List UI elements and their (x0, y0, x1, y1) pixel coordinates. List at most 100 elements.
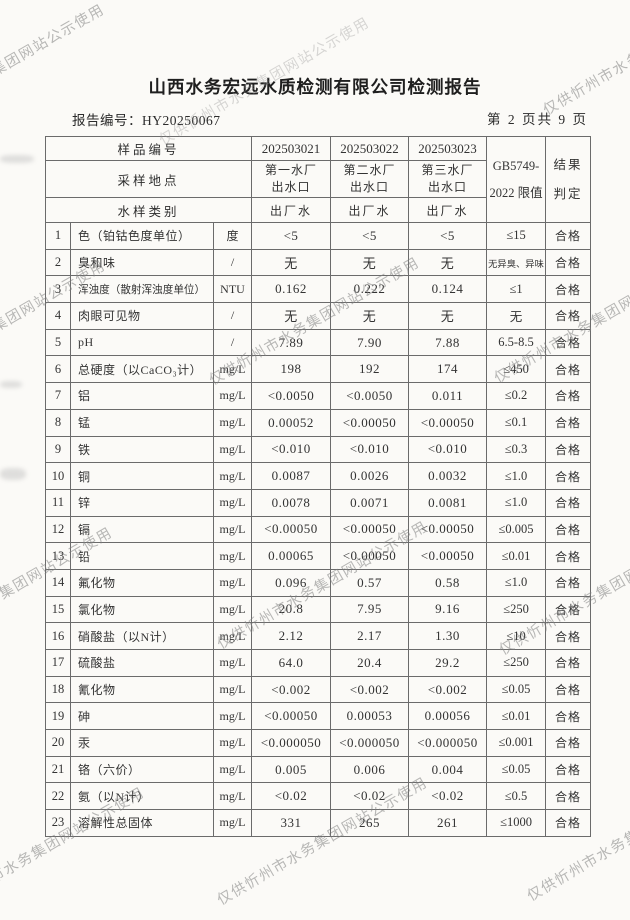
table-row: 2 臭和味 / 无 无 无 无异臭、异味 合格 (45, 248, 592, 277)
parameter-name: 锰 (70, 408, 214, 437)
limit-cell: ≤0.1 (486, 408, 547, 437)
sample1-value: <0.0050 (251, 382, 332, 410)
sample1-value: 20.8 (251, 595, 332, 624)
row-index: 2 (45, 248, 71, 277)
result-cell: 合格 (545, 675, 592, 704)
limit-cell: ≤1000 (486, 809, 547, 837)
sample3-value: 0.0081 (408, 488, 488, 517)
parameter-name: 砷 (70, 702, 214, 731)
table-row: 8 锰 mg/L 0.00052 <0.00050 <0.00050 ≤0.1 … (45, 408, 592, 437)
sample3-value: <0.010 (408, 435, 488, 464)
sample1-value: 无 (251, 302, 332, 330)
sample1-value: <0.00050 (251, 702, 332, 731)
sample1-value: <0.010 (251, 435, 332, 464)
unit-cell: mg/L (212, 542, 253, 570)
parameter-name: 硝酸盐（以N计） (70, 622, 214, 650)
unit-cell: mg/L (212, 782, 253, 811)
water-type-label: 水样类别 (44, 197, 253, 223)
location-2: 第二水厂 出水口 (330, 160, 410, 198)
unit-cell: mg/L (212, 622, 253, 650)
row-index: 15 (45, 595, 71, 624)
parameter-name: 铬（六价） (70, 755, 214, 784)
unit-cell: mg/L (212, 755, 253, 784)
row-index: 13 (45, 542, 71, 570)
limit-cell: ≤1.0 (486, 488, 547, 517)
sample2-value: 0.0026 (330, 462, 410, 490)
table-row: 10 铜 mg/L 0.0087 0.0026 0.0032 ≤1.0 合格 (45, 462, 592, 490)
limit-cell: ≤0.001 (486, 729, 547, 757)
row-index: 5 (45, 328, 71, 357)
limit-cell: ≤0.01 (486, 702, 547, 731)
table-row: 23 溶解性总固体 mg/L 331 265 261 ≤1000 合格 (45, 809, 592, 837)
table-row: 3 浑浊度（散射浑浊度单位） NTU 0.162 0.222 0.124 ≤1 … (45, 275, 592, 304)
sample-id-3: 202503023 (408, 136, 488, 161)
sample3-value: 无 (408, 248, 488, 277)
sample1-value: <5 (251, 222, 332, 250)
sample3-value: 无 (408, 302, 488, 330)
sample2-value: 0.0071 (330, 488, 410, 517)
table-row: 18 氰化物 mg/L <0.002 <0.002 <0.002 ≤0.05 合… (45, 675, 592, 704)
parameter-name: 浑浊度（散射浑浊度单位） (70, 275, 214, 304)
result-cell: 合格 (545, 702, 592, 731)
result-cell: 合格 (545, 488, 592, 517)
sample2-value: 2.17 (330, 622, 410, 650)
sample2-value: <0.002 (330, 675, 410, 704)
parameter-name: 铝 (70, 382, 214, 410)
report-number: 报告编号：HY20250067 (72, 113, 221, 128)
test-results-table: 样品编号 202503021 202503022 202503023 GB574… (44, 136, 592, 837)
sample2-value: <0.010 (330, 435, 410, 464)
sample1-value: 0.0087 (251, 462, 332, 490)
sample2-value: <0.00050 (330, 515, 410, 544)
sample2-value: 7.95 (330, 595, 410, 624)
parameter-name: pH (70, 328, 214, 357)
result-cell: 合格 (545, 408, 592, 437)
sample1-value: 64.0 (251, 649, 332, 677)
limit-cell: ≤10 (486, 622, 547, 650)
parameter-name: 铅 (70, 542, 214, 570)
sample3-value: 261 (408, 809, 488, 837)
result-cell: 合格 (545, 248, 592, 277)
table-row: 7 铝 mg/L <0.0050 <0.0050 0.011 ≤0.2 合格 (45, 382, 592, 410)
row-index: 9 (45, 435, 71, 464)
table-row: 21 铬（六价） mg/L 0.005 0.006 0.004 ≤0.05 合格 (45, 755, 592, 784)
sample1-value: 无 (251, 248, 332, 277)
parameter-name: 色（铂钴色度单位） (70, 222, 214, 250)
table-row: 13 铅 mg/L 0.00065 <0.00050 <0.00050 ≤0.0… (45, 542, 592, 570)
unit-cell: mg/L (212, 809, 253, 837)
row-index: 7 (45, 382, 71, 410)
sample2-value: <0.00050 (330, 542, 410, 570)
sample3-value: 0.004 (408, 755, 488, 784)
result-cell: 合格 (545, 328, 592, 357)
sample1-value: 7.89 (251, 328, 332, 357)
sample2-value: <5 (330, 222, 410, 250)
sample2-value: 0.006 (330, 755, 410, 784)
sample3-value: <5 (408, 222, 488, 250)
sample2-value: 无 (330, 302, 410, 330)
limit-cell: ≤1.0 (486, 568, 547, 597)
location-3: 第三水厂 出水口 (408, 160, 488, 198)
limit-cell: ≤0.01 (486, 542, 547, 570)
result-cell: 合格 (545, 222, 592, 250)
limit-cell: 无 (486, 302, 547, 330)
sample2-value: 265 (330, 809, 410, 837)
row-index: 17 (45, 649, 71, 677)
sample3-value: 0.0032 (408, 462, 488, 490)
result-cell: 合格 (545, 435, 592, 464)
sample3-value: <0.00050 (408, 542, 488, 570)
row-index: 1 (45, 222, 71, 250)
sample-id-2: 202503022 (330, 136, 410, 161)
row-index: 6 (45, 355, 71, 384)
sample3-value: <0.000050 (408, 729, 488, 757)
page-title: 山西水务宏远水质检测有限公司检测报告 (148, 77, 482, 97)
sample1-value: 198 (251, 355, 332, 384)
sample3-value: <0.00050 (408, 515, 488, 544)
location-1: 第一水厂 出水口 (251, 160, 332, 198)
table-row: 4 肉眼可见物 / 无 无 无 无 合格 (45, 302, 592, 330)
limit-cell: ≤1 (486, 275, 547, 304)
result-cell: 合格 (545, 782, 592, 811)
unit-cell: mg/L (212, 649, 253, 677)
limit-column-header: GB5749- 2022 限值 (486, 136, 547, 223)
unit-cell: mg/L (212, 595, 253, 624)
water-type-1: 出厂水 (251, 197, 332, 223)
result-cell: 合格 (545, 755, 592, 784)
